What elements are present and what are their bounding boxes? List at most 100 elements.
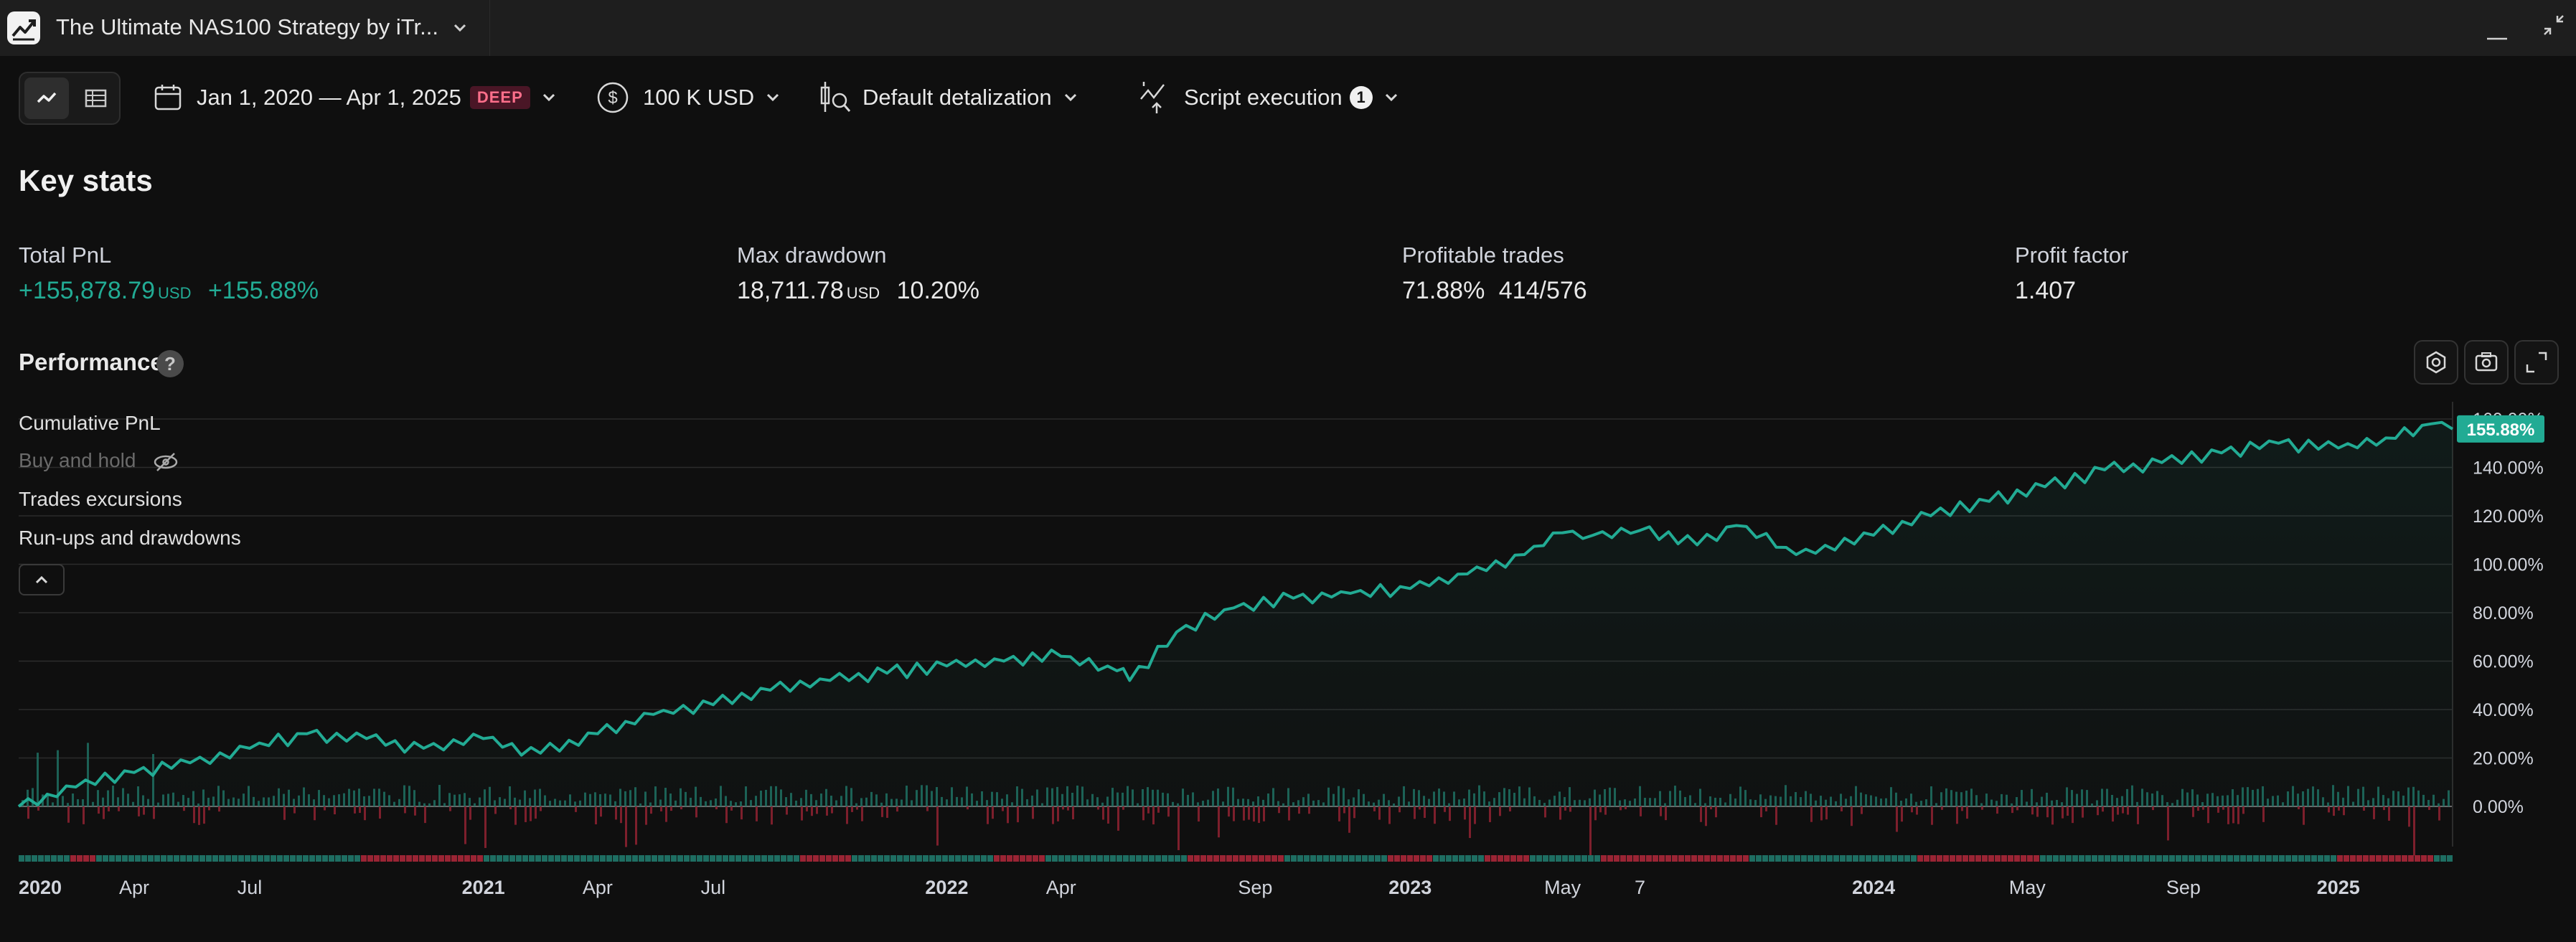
strip-segment [2234,855,2239,862]
eye-hidden-icon[interactable] [151,451,180,473]
strip-segment [2182,855,2188,862]
strip-segment [77,855,83,862]
strip-segment [212,855,218,862]
strip-segment [103,855,108,862]
x-tick-label: 7 [1635,877,1645,898]
table-view-button[interactable] [73,77,118,119]
excursion-bar [1996,806,1998,814]
excursion-bar [1841,806,1843,811]
strip-segment [962,855,967,862]
excursion-bar [2237,806,2239,824]
strip-segment [2344,855,2349,862]
strip-segment [1724,855,1729,862]
strip-segment [1388,855,1393,862]
detalization-selector[interactable]: Default detalization [818,76,1081,119]
strip-segment [497,855,502,862]
excursion-bar [1916,806,1918,815]
strip-segment [2156,855,2162,862]
strip-segment [451,855,457,862]
strip-segment [2427,855,2433,862]
strip-segment [1691,855,1697,862]
y-tick-label: 20.00% [2473,749,2534,769]
minimize-icon[interactable] [2483,22,2511,43]
strip-segment [697,855,702,862]
excursion-bar [1665,806,1667,821]
excursion-bar [314,806,316,821]
tab-title: The Ultimate NAS100 Strategy by iTr... [56,14,438,39]
excursion-bar [1589,806,1592,857]
chart-settings-button[interactable] [2414,340,2458,385]
strip-segment [1510,855,1516,862]
excursion-bar [193,806,195,824]
strip-segment [2389,855,2394,862]
excursion-bar [1253,806,1255,822]
strip-segment [1491,855,1497,862]
capital-selector[interactable]: $ 100 K USD [596,76,783,119]
camera-icon [2475,352,2498,372]
excursion-bar [1620,806,1622,811]
strategy-tab[interactable]: The Ultimate NAS100 Strategy by iTr... [0,0,490,56]
excursion-bar [535,806,537,819]
strip-segment [2014,855,2020,862]
fullscreen-button[interactable] [2514,340,2559,385]
strip-segment [1213,855,1219,862]
excursion-bar [2102,806,2104,812]
performance-chart[interactable]: 0.00% 20.00% 40.00% 60.00% 80.00% 100.00% 120.… [0,402,2576,904]
chart-view-button[interactable] [24,77,69,119]
strip-segment [774,855,780,862]
excursion-bar [2217,806,2219,813]
strip-segment [2376,855,2382,862]
strip-segment [290,855,296,862]
strip-segment [2169,855,2175,862]
strip-segment [503,855,509,862]
excursion-bar [886,806,888,818]
script-execution-selector[interactable]: Script execution 1 [1138,76,1401,119]
excursion-bar [2152,806,2154,811]
strip-segment [1859,855,1865,862]
excursion-bar [2127,806,2129,815]
strip-segment [432,855,438,862]
restore-window-icon[interactable] [2540,10,2569,39]
excursion-bar [1941,806,1943,810]
x-axis: 2020 Apr Jul 2021 Apr Jul 2022 Apr Sep 2023 May 7 20… [19,877,2360,898]
excursion-bar [2262,806,2265,822]
excursion-bar [1353,806,1355,819]
strip-segment [2021,855,2026,862]
collapse-legend-button[interactable] [19,564,65,595]
excursion-bar [1820,806,1823,821]
strip-segment [490,855,496,862]
legend-runups-drawdowns[interactable]: Run-ups and drawdowns [19,527,241,549]
strip-segment [748,855,754,862]
strip-segment [1762,855,1768,862]
strip-segment [44,855,50,862]
excursion-bar [896,806,898,812]
snapshot-button[interactable] [2464,340,2509,385]
excursion-bar [2232,806,2234,824]
legend-trades-excursions[interactable]: Trades excursions [19,488,182,510]
excursion-bar [1509,806,1511,811]
excursion-bar [715,806,718,810]
strip-segment [1627,855,1632,862]
strip-segment [1665,855,1671,862]
title-bar: The Ultimate NAS100 Strategy by iTr... [0,0,2576,56]
strip-segment [723,855,728,862]
strip-segment [38,855,44,862]
chevron-down-icon[interactable] [449,17,471,39]
legend-cumulative-pnl[interactable]: Cumulative PnL [19,412,161,434]
excursion-bar [1564,806,1566,811]
excursion-bar [1896,806,1898,832]
date-range-selector[interactable]: Jan 1, 2020 — Apr 1, 2025 DEEP [152,76,559,119]
profit-factor-label: Profit factor [2015,242,2129,268]
excursion-bar [118,806,120,811]
help-icon[interactable]: ? [156,350,184,377]
strip-segment [2395,855,2401,862]
strip-segment [632,855,638,862]
excursion-bar [1474,806,1476,824]
strip-segment [1033,855,1038,862]
legend-buy-and-hold[interactable]: Buy and hold [19,449,180,473]
x-tick-label: Apr [119,877,149,898]
excursion-bar [484,806,486,848]
excursion-bar [283,806,286,820]
strip-segment [2214,855,2220,862]
excursion-bar [37,753,39,806]
